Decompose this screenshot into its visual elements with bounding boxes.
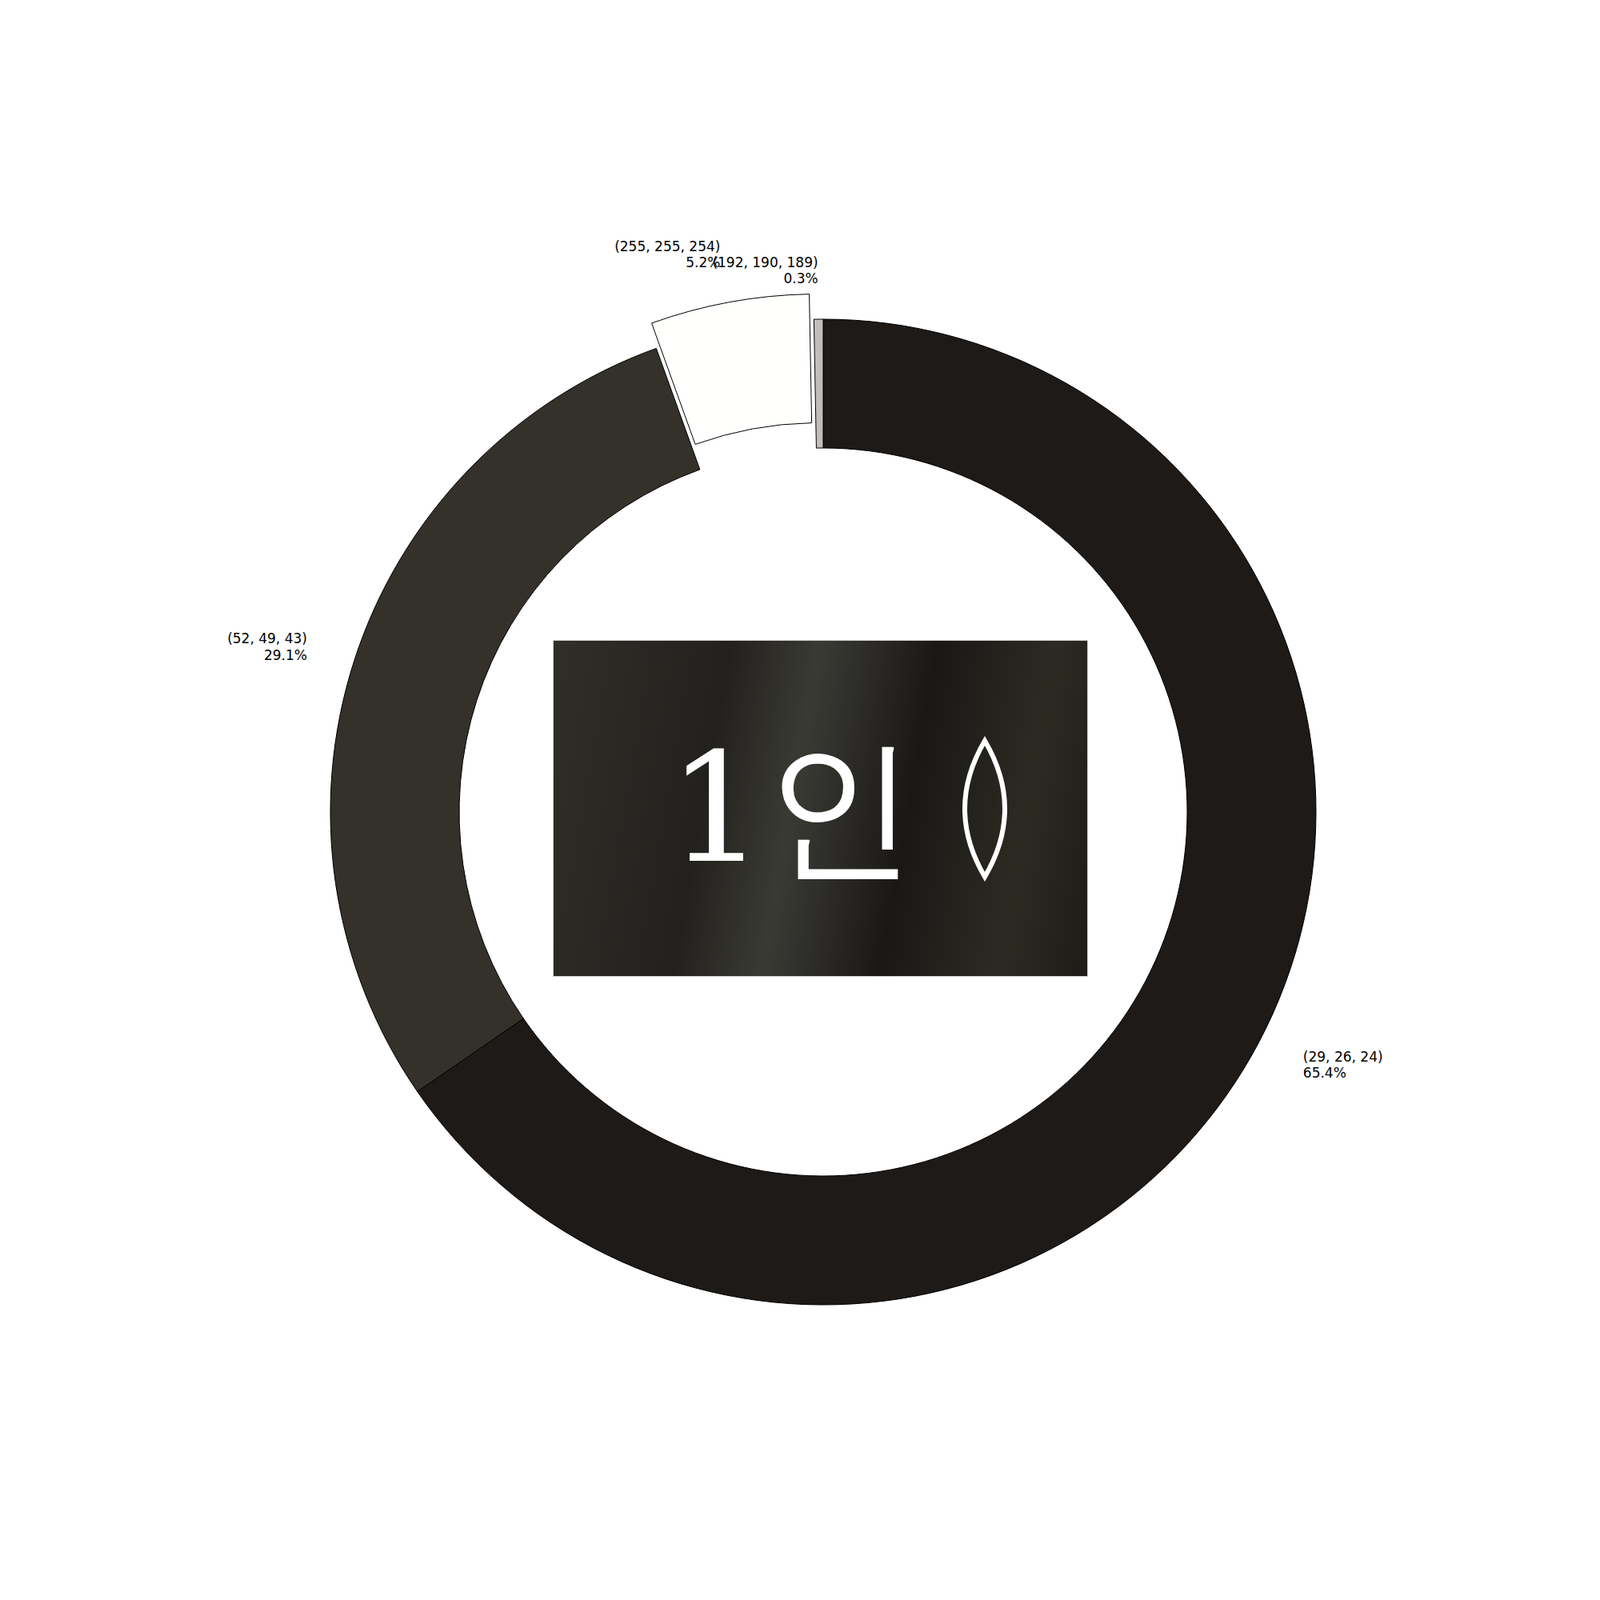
svg-text:(29, 26, 24)65.4%: (29, 26, 24)65.4% xyxy=(1303,1048,1384,1081)
html-text:1인: 1인 xyxy=(668,719,917,897)
svg-text:(192, 190, 189)0.3%: (192, 190, 189)0.3% xyxy=(712,254,818,287)
svg-text:(255, 255, 254)5.2%: (255, 255, 254)5.2% xyxy=(614,238,720,271)
svg-text:(52, 49, 43)29.1%: (52, 49, 43)29.1% xyxy=(227,630,308,663)
